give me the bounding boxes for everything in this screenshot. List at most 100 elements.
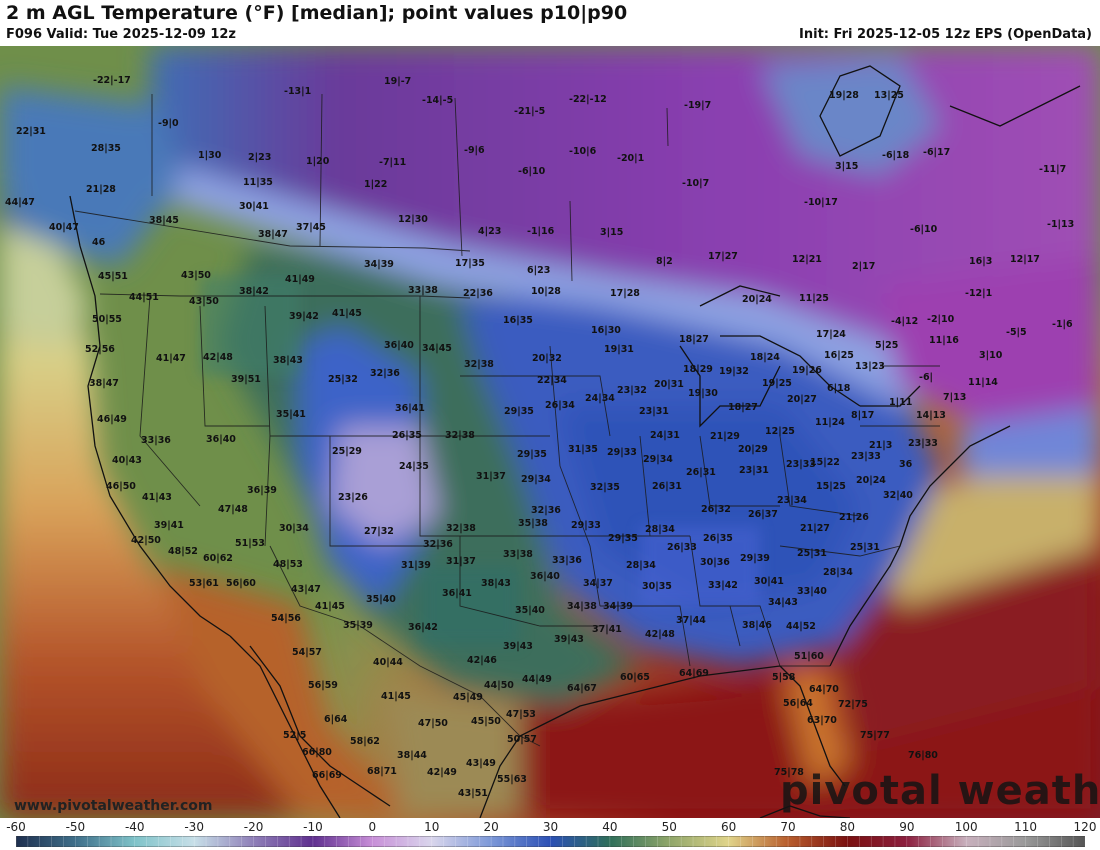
point-value-label: 32|38 [446, 523, 476, 534]
point-value-label: 20|32 [532, 353, 562, 364]
point-value-label: 7|13 [943, 392, 967, 403]
point-value-label: 37|45 [296, 222, 326, 233]
temperature-map [0, 46, 1100, 818]
point-value-label: 15|22 [810, 457, 840, 468]
point-value-label: 51|60 [794, 651, 824, 662]
pivotal-weather-logo: pivotal weather [780, 768, 1100, 814]
point-value-label: 41|45 [315, 601, 345, 612]
valid-time: F096 Valid: Tue 2025-12-09 12z [6, 27, 236, 42]
point-value-label: 42|48 [203, 352, 233, 363]
point-value-label: 29|34 [643, 454, 673, 465]
point-value-label: 33|38 [408, 285, 438, 296]
point-value-label: 24|35 [399, 461, 429, 472]
point-value-label: -9|0 [158, 118, 179, 129]
point-value-label: 30|34 [279, 523, 309, 534]
point-value-label: 43|50 [189, 296, 219, 307]
colorbar-tick-label: 10 [424, 820, 440, 834]
point-value-label: 26|35 [392, 430, 422, 441]
point-value-label: 19|28 [829, 90, 859, 101]
point-value-label: 33|38 [503, 549, 533, 560]
point-value-label: 20|31 [654, 379, 684, 390]
point-value-label: 16|3 [969, 256, 993, 267]
point-value-label: 55|63 [497, 774, 527, 785]
point-value-label: 35|40 [366, 594, 396, 605]
point-value-label: 35|40 [515, 605, 545, 616]
point-value-label: 30|35 [642, 581, 672, 592]
point-value-label: 28|34 [626, 560, 656, 571]
point-value-label: -4|12 [891, 316, 919, 327]
colorbar-tick-label: 20 [483, 820, 499, 834]
point-value-label: 42|48 [645, 629, 675, 640]
point-value-label: 21|26 [839, 512, 869, 523]
point-value-label: 6|18 [827, 383, 851, 394]
point-value-label: 12|30 [398, 214, 428, 225]
point-value-label: 41|45 [332, 308, 362, 319]
point-value-label: 6|64 [324, 714, 348, 725]
point-value-label: 40|43 [112, 455, 142, 466]
point-value-label: 48|52 [168, 546, 198, 557]
point-value-label: 12|17 [1010, 254, 1040, 265]
point-value-label: 50|57 [507, 734, 537, 745]
point-value-label: 33|36 [552, 555, 582, 566]
point-value-label: 18|27 [679, 334, 709, 345]
point-value-label: 19|-7 [384, 76, 412, 87]
point-value-label: 23|34 [777, 495, 807, 506]
point-value-label: 29|35 [504, 406, 534, 417]
point-value-label: 2|17 [852, 261, 876, 272]
point-value-label: 4|23 [478, 226, 502, 237]
point-value-label: 17|35 [455, 258, 485, 269]
point-value-label: 41|47 [156, 353, 186, 364]
point-value-label: 25|32 [328, 374, 358, 385]
point-value-label: 36|40 [530, 571, 560, 582]
point-value-label: 8|2 [656, 256, 673, 267]
point-value-label: -10|7 [682, 178, 710, 189]
point-value-label: 38|42 [239, 286, 269, 297]
point-value-label: -1|16 [527, 226, 555, 237]
point-value-label: 16|30 [591, 325, 621, 336]
point-value-label: 26|32 [701, 504, 731, 515]
point-value-label: 34|39 [364, 259, 394, 270]
point-value-label: -6|18 [882, 150, 910, 161]
point-value-label: 17|24 [816, 329, 846, 340]
colorbar-tick-label: 90 [899, 820, 915, 834]
point-value-label: 34|38 [567, 601, 597, 612]
point-value-label: -5|5 [1006, 327, 1027, 338]
point-value-label: 35|39 [343, 620, 373, 631]
point-value-label: 33|36 [141, 435, 171, 446]
point-value-label: 58|62 [350, 736, 380, 747]
point-value-label: 3|15 [835, 161, 859, 172]
point-value-label: 32|38 [445, 430, 475, 441]
point-value-label: 60|62 [203, 553, 233, 564]
point-value-label: 20|24 [742, 294, 772, 305]
point-value-label: -20|1 [617, 153, 645, 164]
point-value-label: 30|36 [700, 557, 730, 568]
point-value-label: 23|33 [786, 459, 816, 470]
point-value-label: 64|67 [567, 683, 597, 694]
colorbar-tick-label: -60 [6, 820, 26, 834]
point-value-label: 19|32 [719, 366, 749, 377]
point-value-label: 21|29 [710, 431, 740, 442]
point-value-label: 20|27 [787, 394, 817, 405]
point-value-label: 66|80 [302, 747, 332, 758]
point-value-label: 28|35 [91, 143, 121, 154]
point-value-label: 44|50 [484, 680, 514, 691]
point-value-label: -12|1 [965, 288, 993, 299]
point-value-label: 1|20 [306, 156, 330, 167]
point-value-label: 26|31 [686, 467, 716, 478]
point-value-label: 32|40 [883, 490, 913, 501]
point-value-label: -9|6 [464, 145, 485, 156]
point-value-label: 34|43 [768, 597, 798, 608]
point-value-label: 41|45 [381, 691, 411, 702]
point-value-label: 47|50 [418, 718, 448, 729]
point-value-label: 2|23 [248, 152, 272, 163]
point-value-label: 63|70 [807, 715, 837, 726]
point-value-label: 10|28 [531, 286, 561, 297]
point-value-label: 13|25 [874, 90, 904, 101]
point-value-label: 56|60 [226, 578, 256, 589]
point-value-label: 38|43 [481, 578, 511, 589]
point-value-label: 32|36 [531, 505, 561, 516]
colorbar-tick-label: 30 [542, 820, 559, 834]
point-value-label: 51|53 [235, 538, 265, 549]
point-value-label: -1|6 [1052, 319, 1073, 330]
point-value-label: 40|47 [49, 222, 79, 233]
